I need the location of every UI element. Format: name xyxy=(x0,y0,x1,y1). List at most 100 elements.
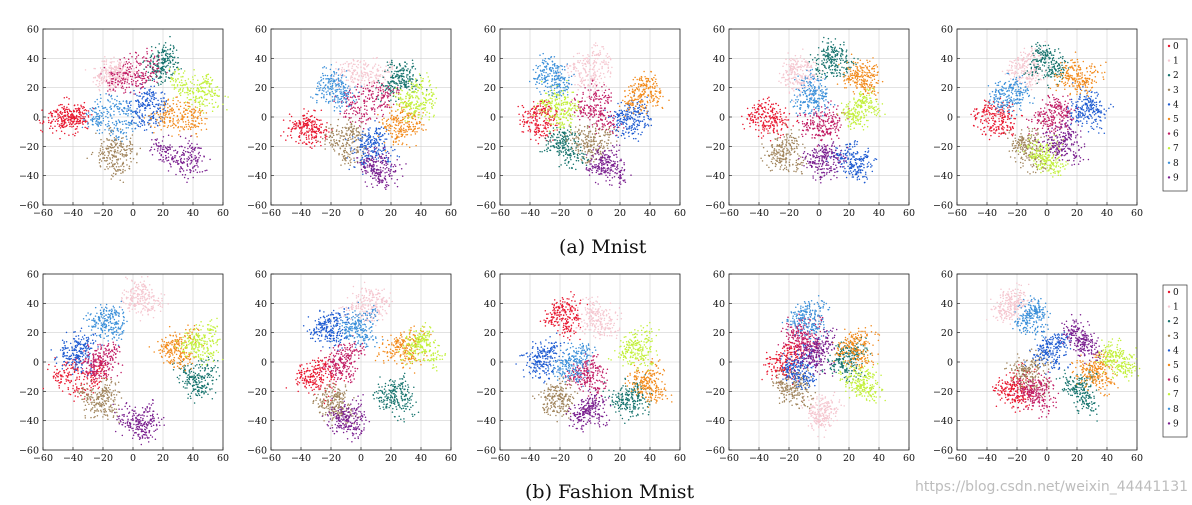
data-point xyxy=(347,153,349,155)
data-point xyxy=(362,173,364,175)
data-point xyxy=(359,138,362,140)
data-point xyxy=(365,158,368,160)
data-point xyxy=(191,82,193,84)
data-point xyxy=(100,145,102,147)
data-point xyxy=(203,155,205,158)
data-point xyxy=(137,76,139,78)
data-point xyxy=(414,84,416,86)
data-point xyxy=(545,128,547,130)
data-point xyxy=(381,179,383,181)
data-point xyxy=(176,161,179,163)
data-point xyxy=(365,76,367,78)
data-point xyxy=(108,73,111,75)
data-point xyxy=(375,132,378,135)
data-point xyxy=(379,73,382,76)
data-point xyxy=(142,116,144,118)
data-point xyxy=(346,123,348,125)
data-point xyxy=(125,151,128,154)
data-point xyxy=(386,104,389,106)
data-point xyxy=(186,169,188,171)
data-point xyxy=(96,118,99,120)
data-point xyxy=(333,100,335,103)
data-point xyxy=(68,123,71,125)
data-point xyxy=(400,101,402,104)
data-point xyxy=(388,127,390,129)
data-point xyxy=(352,81,354,84)
data-point xyxy=(363,83,365,85)
data-point xyxy=(132,116,135,119)
data-point xyxy=(153,55,156,58)
data-point xyxy=(390,154,392,157)
data-point xyxy=(370,183,373,185)
data-point xyxy=(345,102,348,104)
data-point xyxy=(151,79,154,82)
data-point xyxy=(587,73,589,76)
data-point xyxy=(131,65,134,67)
data-point xyxy=(357,149,359,151)
data-point xyxy=(100,71,102,74)
data-point xyxy=(361,158,363,161)
data-point xyxy=(581,80,584,83)
data-point xyxy=(155,71,157,73)
data-point xyxy=(162,114,165,116)
data-point xyxy=(400,135,403,138)
data-point xyxy=(147,101,150,104)
data-point xyxy=(412,96,414,99)
data-point xyxy=(182,89,184,91)
data-point xyxy=(148,89,150,91)
data-point xyxy=(95,107,97,110)
data-point xyxy=(401,67,403,70)
data-point xyxy=(153,57,156,59)
data-point xyxy=(609,71,612,73)
data-point xyxy=(103,60,106,62)
data-point xyxy=(152,115,154,118)
data-point xyxy=(389,94,392,97)
data-point xyxy=(122,100,125,102)
x-tick-label: −60 xyxy=(33,208,53,219)
data-point xyxy=(149,75,151,77)
data-point xyxy=(406,125,409,128)
data-point xyxy=(405,103,407,105)
data-point xyxy=(358,125,361,127)
data-point xyxy=(198,146,200,149)
data-point xyxy=(359,134,361,136)
data-point xyxy=(329,83,331,85)
data-point xyxy=(126,102,128,104)
data-point xyxy=(394,116,397,119)
data-point xyxy=(57,115,59,117)
data-point xyxy=(42,120,45,122)
data-point xyxy=(130,104,132,107)
data-point xyxy=(341,93,344,95)
data-point xyxy=(75,120,78,123)
data-point xyxy=(163,122,166,124)
data-point xyxy=(139,117,141,120)
data-point xyxy=(163,144,165,147)
data-point xyxy=(100,79,103,82)
data-point xyxy=(129,74,132,76)
data-point xyxy=(135,76,138,78)
data-point xyxy=(322,77,325,80)
data-point xyxy=(49,122,52,124)
data-point xyxy=(89,114,91,116)
data-point xyxy=(81,111,84,114)
data-point xyxy=(175,66,178,69)
data-point xyxy=(321,89,324,91)
data-point xyxy=(105,76,108,78)
data-point xyxy=(211,98,213,101)
data-point xyxy=(414,125,417,128)
data-point xyxy=(345,76,347,78)
data-point xyxy=(305,119,308,122)
data-point xyxy=(431,105,433,108)
data-point xyxy=(345,105,348,108)
data-point xyxy=(345,133,347,135)
data-point xyxy=(120,143,122,146)
data-point xyxy=(155,122,157,125)
data-point xyxy=(62,126,65,129)
data-point xyxy=(192,88,195,90)
data-point xyxy=(358,109,361,112)
data-point xyxy=(411,59,414,61)
data-point xyxy=(100,160,103,162)
data-point xyxy=(76,115,78,117)
data-point xyxy=(155,97,157,100)
